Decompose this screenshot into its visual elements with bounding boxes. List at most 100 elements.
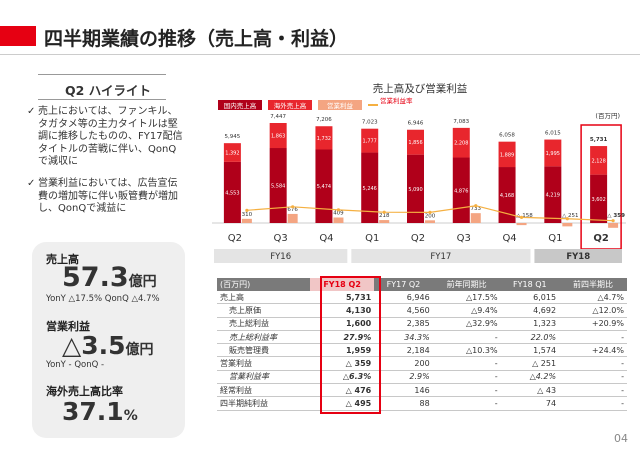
row-label: 四半期純利益 <box>217 396 310 411</box>
row-label: 営業利益率 <box>217 370 310 385</box>
check-icon: ✓ <box>27 178 36 189</box>
cell-FY17 Q2: 88 <box>374 396 433 411</box>
cell-FY18 Q1: 22.0% <box>500 330 560 345</box>
table-body: 売上高 5,731 6,946 △17.5% 6,015 △4.7% 売上原価 4,130 4,… <box>217 291 627 411</box>
bar-overseas <box>223 143 241 162</box>
label-overseas: 1,995 <box>546 151 560 157</box>
label-overseas: 2,128 <box>591 158 605 164</box>
label-total: 7,083 <box>453 119 469 125</box>
kpi-op-sub: YonY - QonQ - <box>46 360 105 370</box>
legend-label-1: 海外売上高 <box>274 101 307 110</box>
table-row: 販売管理費 1,959 2,184 △10.3% 1,574 +24.4% <box>217 343 627 358</box>
label-overseas: 1,392 <box>225 151 239 157</box>
label-overseas: 2,208 <box>454 141 468 147</box>
label-operating-income: 733 <box>471 206 482 212</box>
highlight-rule-top <box>38 74 166 75</box>
category-label: Q4 <box>502 233 516 244</box>
cell-FY18 Q2: 27.9% <box>309 330 375 345</box>
table-row: 売上原価 4,130 4,560 △9.4% 4,692 △12.0% <box>217 303 627 318</box>
kpi-sales-label: 売上高 <box>46 253 79 266</box>
bar-operating-income <box>241 218 252 223</box>
cell-FY18 Q2: △ 359 <box>309 356 375 371</box>
cell-前四半期比: - <box>559 330 627 345</box>
cell-前四半期比: +24.4% <box>559 343 627 358</box>
table-row: 営業利益率 △6.3% 2.9% - △4.2% - <box>217 370 627 385</box>
margin-point <box>611 219 615 223</box>
category-label: Q3 <box>457 233 471 244</box>
cell-前四半期比: - <box>559 383 627 398</box>
row-label: 売上原価 <box>217 303 310 318</box>
cell-前年同期比: △10.3% <box>432 343 501 358</box>
label-domestic: 4,219 <box>546 193 560 199</box>
label-domestic: 4,876 <box>454 188 468 194</box>
bar-overseas <box>452 127 470 158</box>
label-operating-income: 200 <box>425 213 436 219</box>
bar-overseas <box>544 139 562 167</box>
table-header-5: 前四半期比 <box>559 278 627 291</box>
bar-operating-income <box>425 220 435 223</box>
highlight-heading: Q2 ハイライト <box>65 83 151 98</box>
kpi-overseas-value: 37.1% <box>62 397 138 426</box>
label-overseas: 1,889 <box>500 152 514 158</box>
financial-table: (百万円) FY18 Q2 FY17 Q2 前年同期比 FY18 Q1 前四半期比 売上高… <box>217 278 627 411</box>
highlight-bullet-profit: ✓ 営業利益においては、広告宣伝費の増加等に伴い販管費が増加し、QonQで減益に <box>27 178 183 216</box>
table-row: 営業利益 △ 359 200- △ 251- <box>217 356 627 371</box>
label-overseas: 1,777 <box>363 139 377 145</box>
cell-FY18 Q1: 4,692 <box>500 303 560 318</box>
label-domestic: 5,474 <box>317 184 331 190</box>
cell-FY18 Q1: △4.2% <box>500 370 560 385</box>
page-title: 四半期業績の推移（売上高・利益） <box>44 28 349 50</box>
label-operating-income: 676 <box>287 207 298 213</box>
label-total: 5,731 <box>590 137 608 143</box>
cell-前年同期比: - <box>432 330 501 345</box>
cell-FY17 Q2: 146 <box>374 383 433 398</box>
cell-FY18 Q2: △ 476 <box>309 383 375 398</box>
margin-point <box>565 217 569 221</box>
sales-profit-chart: 国内売上高 海外売上高 営業利益 営業利益率 (百万円) 4,553 1,392 5,945 3… <box>212 96 626 263</box>
cell-前四半期比: △12.0% <box>559 303 627 318</box>
fiscal-year-label: FY16 <box>270 252 291 262</box>
cell-前年同期比: △9.4% <box>432 303 501 318</box>
margin-point <box>245 208 249 212</box>
cell-FY18 Q2: 1,959 <box>309 343 375 358</box>
kpi-sales-number: 57.3 <box>62 262 129 293</box>
label-total: 6,946 <box>408 121 424 127</box>
legend-swatch-2 <box>318 100 362 110</box>
legend-label-2: 営業利益 <box>327 101 354 110</box>
margin-point <box>336 208 341 212</box>
cell-FY17 Q2: 2,184 <box>374 343 433 358</box>
row-label: 営業利益 <box>217 356 310 371</box>
bar-domestic <box>498 167 516 223</box>
bar-operating-income <box>470 213 481 223</box>
fiscal-year-label: FY17 <box>430 252 451 262</box>
bar-domestic <box>223 161 241 223</box>
kpi-op-label: 営業利益 <box>46 320 90 333</box>
highlight-rule-bottom <box>38 99 166 100</box>
bar-overseas <box>407 129 424 155</box>
margin-point <box>291 205 295 209</box>
bar-operating-income <box>516 223 527 226</box>
cell-前年同期比: - <box>432 383 501 398</box>
bullet-text: 営業利益においては、広告宣伝費の増加等に伴い販管費が増加し、QonQで減益に <box>38 178 178 215</box>
cell-前四半期比: +20.9% <box>559 317 627 331</box>
bar-domestic <box>590 174 608 223</box>
label-overseas: 1,863 <box>271 134 285 140</box>
legend-label-0: 国内売上高 <box>224 101 257 110</box>
label-overseas: 1,856 <box>408 140 422 146</box>
table-row: 四半期純利益 △ 495 88-74- <box>217 396 627 411</box>
legend-swatch-0 <box>218 100 262 110</box>
fiscal-year-band <box>214 249 348 263</box>
category-label: Q2 <box>593 233 609 244</box>
cell-FY18 Q1: 1,574 <box>500 343 560 358</box>
category-label: Q4 <box>319 233 333 244</box>
label-total: 7,023 <box>362 120 378 126</box>
cell-FY18 Q2: 5,731 <box>309 291 375 305</box>
highlight-bullet-sales: ✓ 売上においては、ファンキル、タガタメ等の主力タイトルは堅調に推移したものの、… <box>27 106 183 169</box>
cell-FY18 Q1: 6,015 <box>500 291 560 305</box>
label-domestic: 3,602 <box>591 197 605 203</box>
row-label: 経常利益 <box>217 383 310 398</box>
label-domestic: 4,553 <box>225 190 239 196</box>
table-header-3: 前年同期比 <box>432 278 501 291</box>
label-operating-income: △ 251 <box>562 213 578 219</box>
label-operating-income: 409 <box>333 211 344 217</box>
